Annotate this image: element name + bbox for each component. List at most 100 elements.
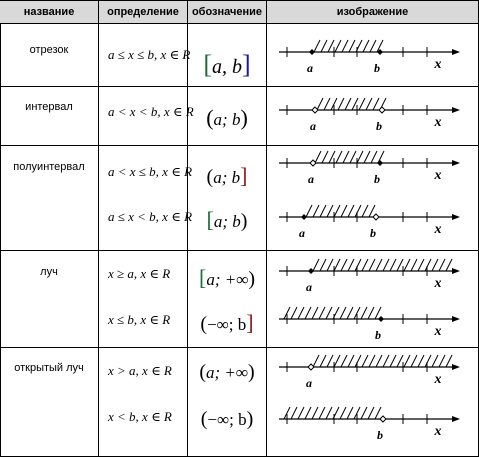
hatch-stroke xyxy=(347,354,355,368)
notation-open-ray-1: (a; +∞) xyxy=(188,361,266,384)
bracket-left: ( xyxy=(200,313,208,335)
hatch-stroke xyxy=(382,258,390,272)
axis-label-x: x xyxy=(434,276,442,291)
axis-label-x: x xyxy=(434,324,442,339)
hatch-stroke xyxy=(339,406,347,420)
definition-ray-2: x ≤ b, x ∈ R xyxy=(108,312,171,327)
hatch-stroke xyxy=(417,258,425,272)
bracket-left: [ xyxy=(203,50,212,79)
hatch-stroke xyxy=(318,406,326,420)
hatch-stroke xyxy=(346,406,354,420)
hatch-stroke xyxy=(326,354,334,368)
axis-label-b: b xyxy=(375,328,381,342)
hatch-stroke xyxy=(340,258,348,272)
hatch-stroke xyxy=(367,306,375,320)
notation-half-interval-1: (a; b] xyxy=(188,163,266,189)
notation-body: a; b xyxy=(213,168,241,187)
axis-arrow xyxy=(452,49,460,55)
axis-arrow xyxy=(452,364,460,370)
b-open-point xyxy=(378,106,386,114)
hatch-stroke xyxy=(341,39,349,53)
hatch-stroke xyxy=(355,39,363,53)
hatch-stroke xyxy=(363,150,371,164)
b-open-point xyxy=(379,415,387,423)
hatch-stroke xyxy=(354,354,362,368)
bracket-right: ) xyxy=(248,268,255,290)
hatch-stroke xyxy=(332,306,340,320)
hatch-stroke xyxy=(410,258,418,272)
definition-half-interval-1: a < x ≤ b, x ∈ R xyxy=(108,164,193,179)
axis-label-b: b xyxy=(374,61,380,75)
bracket-right: ] xyxy=(240,163,248,188)
hatch-stroke xyxy=(335,150,343,164)
bracket-left: ( xyxy=(200,408,208,430)
hatch-stroke xyxy=(314,150,322,164)
hatch-stroke xyxy=(339,306,347,320)
hatch-stroke xyxy=(438,258,446,272)
hatch-stroke xyxy=(297,306,305,320)
hatch-stroke xyxy=(347,204,355,218)
hatch-stroke xyxy=(342,150,350,164)
hatch-stroke xyxy=(325,306,333,320)
hatch-stroke xyxy=(365,97,373,111)
notation-body: a; +∞ xyxy=(205,363,248,382)
notation-body: a, b xyxy=(212,56,242,78)
notation-body: −∞; b xyxy=(207,315,247,334)
b-closed-point xyxy=(378,316,384,322)
hatch-stroke xyxy=(325,406,333,420)
hatch-stroke xyxy=(417,354,425,368)
hatch-stroke xyxy=(382,354,390,368)
axis-label-a: a xyxy=(310,119,316,133)
axis-label-b: b xyxy=(377,428,383,442)
hatch-stroke xyxy=(330,97,338,111)
hatch-stroke xyxy=(334,39,342,53)
notation-body: a; b xyxy=(213,110,241,129)
notation-interval: (a; b) xyxy=(188,105,266,131)
hatch-stroke xyxy=(333,354,341,368)
hatch-stroke xyxy=(360,306,368,320)
axis-label-a: a xyxy=(307,61,313,75)
b-open-point xyxy=(372,213,380,221)
hatch-stroke xyxy=(312,354,320,368)
axis-arrow xyxy=(452,268,460,274)
hatch-stroke xyxy=(326,204,334,218)
hatch-stroke xyxy=(344,97,352,111)
hatch-stroke xyxy=(333,258,341,272)
axis-arrow xyxy=(452,214,460,220)
axis-label-a: a xyxy=(306,376,312,390)
hatch-stroke xyxy=(431,354,439,368)
b-closed-point xyxy=(377,49,383,55)
bracket-left: ( xyxy=(199,361,206,383)
axis-label-b: b xyxy=(374,172,380,186)
hatch-stroke xyxy=(424,354,432,368)
a-open-point xyxy=(311,106,319,114)
bracket-right: ) xyxy=(240,105,248,130)
hatch-stroke xyxy=(312,204,320,218)
hatch-stroke xyxy=(396,354,404,368)
hatch-stroke xyxy=(311,406,319,420)
hatch-stroke xyxy=(372,97,380,111)
definition-half-interval-2: a ≤ x < b, x ∈ R xyxy=(108,209,193,224)
definition-ray-1: x ≥ a, x ∈ R xyxy=(108,266,171,281)
definition-interval: a < x < b, x ∈ R xyxy=(108,104,194,119)
hatch-stroke xyxy=(431,258,439,272)
row-name-open-ray: открытый луч xyxy=(14,362,84,374)
bracket-left: [ xyxy=(198,265,207,290)
hatch-stroke xyxy=(333,204,341,218)
hatch-stroke xyxy=(351,97,359,111)
notation-body: a; +∞ xyxy=(206,270,249,289)
hatch-stroke xyxy=(370,150,378,164)
hatch-stroke xyxy=(283,406,291,420)
axis-label-a: a xyxy=(299,226,305,240)
hatch-stroke xyxy=(376,39,384,53)
hatch-stroke xyxy=(361,258,369,272)
hatch-stroke xyxy=(424,258,432,272)
hatch-stroke xyxy=(346,306,354,320)
notation-ray-1: [a; +∞) xyxy=(188,265,266,291)
hatch-stroke xyxy=(349,150,357,164)
